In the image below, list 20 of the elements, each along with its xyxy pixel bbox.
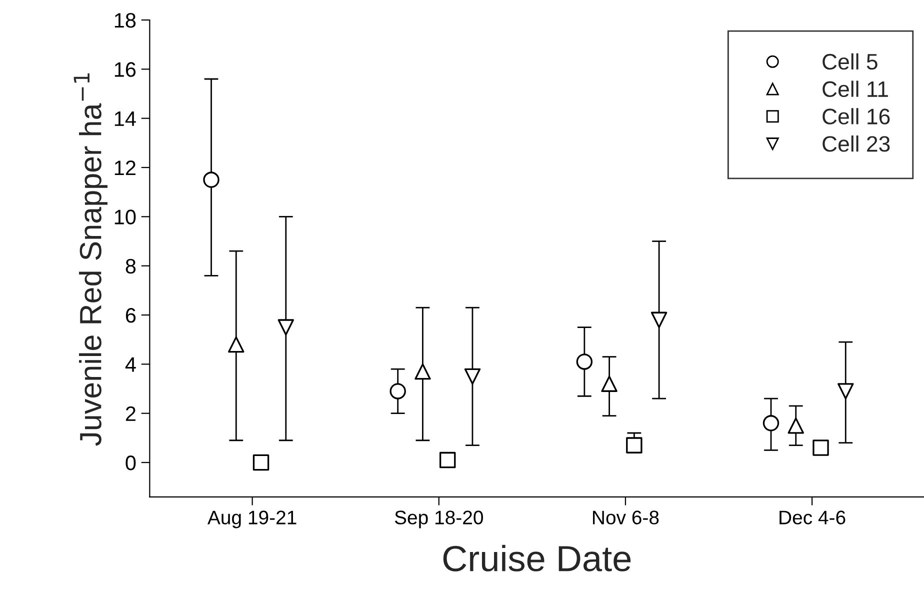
y-tick-label: 10 — [114, 210, 136, 224]
x-tick-label: Sep 18-20 — [394, 510, 483, 528]
y-tick-label: 18 — [114, 13, 136, 28]
y-tick-label: 16 — [114, 62, 136, 77]
y-tick-label: 6 — [126, 308, 136, 323]
legend-label: Cell 23 — [822, 135, 890, 152]
y-tick-label: 0 — [126, 456, 136, 470]
y-tick-label: 2 — [126, 406, 136, 421]
y-tick-label: 14 — [114, 112, 136, 126]
x-tick-label: Dec 4-6 — [780, 510, 846, 524]
x-axis-title: Cruise Date — [443, 544, 631, 572]
x-tick-label: Aug 19-21 — [207, 510, 296, 528]
y-tick-label: 4 — [125, 357, 136, 372]
y-axis-title: Juvenile Red Snapper ha$^{−1}$ — [74, 73, 108, 446]
legend-label: Cell 16 — [822, 108, 890, 124]
legend-label: Cell 11 — [822, 80, 888, 98]
legend-label: Cell 5 — [822, 53, 878, 70]
x-tick-label: Nov 6-8 — [593, 510, 659, 524]
y-tick-label: 8 — [126, 258, 136, 274]
y-tick-label: 12 — [114, 160, 136, 176]
